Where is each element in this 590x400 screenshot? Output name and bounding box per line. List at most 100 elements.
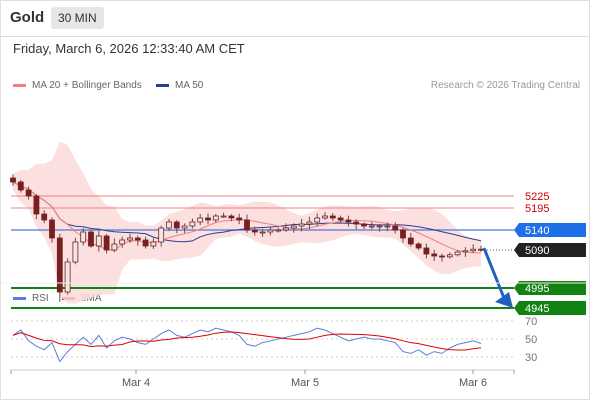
candle-body — [88, 231, 94, 247]
level-label-4995: 4995 — [525, 283, 549, 295]
candle — [353, 219, 360, 230]
candle-body — [33, 195, 40, 215]
candle — [244, 214, 250, 233]
candle-body — [470, 248, 477, 252]
candle-body — [150, 241, 157, 247]
ma50-swatch — [156, 84, 169, 87]
symbol-title: Gold — [10, 9, 45, 26]
candle-body — [142, 239, 149, 247]
level-tag-bg — [514, 223, 586, 237]
candle — [49, 217, 55, 243]
candle-body — [189, 221, 196, 227]
x-tick-label: Mar 4 — [122, 377, 150, 389]
legend-label: 9MA — [81, 293, 102, 304]
candle — [127, 233, 133, 243]
candle-body — [251, 229, 258, 233]
candle-body — [181, 225, 188, 229]
legend-rsi: RSI — [13, 293, 49, 304]
candle-body — [158, 227, 165, 243]
candle — [290, 223, 297, 233]
candle — [470, 244, 477, 253]
level-label-5195: 5195 — [525, 203, 549, 215]
candle-body — [314, 217, 321, 223]
candle — [150, 238, 157, 249]
legend-label: MA 50 — [175, 80, 204, 91]
candle-body — [197, 217, 204, 223]
candle-body — [462, 250, 469, 253]
research-credit: Research © 2026 Trading Central — [430, 80, 580, 91]
legend-ma20-bollinger: MA 20 + Bollinger Bands — [13, 80, 142, 91]
candle — [384, 222, 391, 232]
candle — [25, 186, 32, 200]
candle — [220, 212, 227, 218]
candle — [431, 249, 438, 262]
candle — [80, 228, 87, 246]
candle — [368, 222, 375, 230]
candle — [236, 213, 243, 225]
candle-body — [415, 243, 422, 249]
candle-body — [103, 235, 110, 251]
x-tick-label: Mar 5 — [291, 377, 319, 389]
candle — [361, 222, 367, 230]
candle-body — [173, 221, 180, 229]
ma20-swatch — [13, 84, 26, 87]
candle — [158, 225, 165, 247]
candle — [275, 227, 282, 233]
legend-label: MA 20 + Bollinger Bands — [32, 80, 142, 91]
candle — [56, 233, 63, 302]
candle — [322, 212, 328, 220]
candle — [345, 215, 352, 227]
candle — [400, 227, 406, 243]
candle-body — [322, 215, 328, 219]
candle — [181, 223, 188, 234]
timestamp: Friday, March 6, 2026 12:33:40 AM CET — [13, 41, 245, 56]
candle — [212, 213, 219, 223]
candle — [283, 223, 289, 233]
candle-body — [49, 219, 55, 239]
candle — [111, 238, 118, 253]
candle — [423, 243, 430, 259]
level-tag-bg — [514, 243, 586, 257]
candle — [267, 226, 274, 236]
candle-body — [439, 255, 445, 258]
candle-body — [95, 235, 102, 247]
candle — [298, 218, 305, 232]
candle-body — [407, 237, 414, 245]
candle — [119, 236, 126, 248]
x-tick-label: Mar 6 — [459, 377, 487, 389]
rsi-swatch — [13, 297, 26, 300]
candle-body — [259, 231, 266, 234]
candle — [439, 253, 445, 262]
candle-body — [10, 177, 16, 183]
candle-body — [134, 237, 141, 241]
candle-body — [25, 189, 32, 197]
level-tag-bg — [514, 301, 586, 315]
candle-body — [41, 213, 48, 221]
candle — [88, 229, 94, 248]
candle — [306, 216, 313, 230]
candle — [134, 235, 141, 246]
candle — [197, 213, 204, 226]
legend-ma50: MA 50 — [156, 80, 203, 91]
candle-body — [236, 217, 243, 221]
candle-body — [290, 225, 297, 229]
candle — [103, 233, 110, 254]
candle-body — [72, 241, 79, 263]
candle-body — [478, 248, 484, 251]
candle-body — [111, 243, 118, 251]
candle — [259, 228, 266, 237]
candle-body — [384, 225, 391, 228]
candle-body — [431, 253, 438, 257]
timeframe-button[interactable]: 30 MIN — [51, 7, 104, 29]
candle — [10, 174, 16, 186]
candle-body — [80, 231, 87, 243]
candle-body — [283, 227, 289, 231]
candle-body — [361, 223, 367, 227]
candle — [205, 213, 211, 225]
candle-body — [64, 261, 71, 293]
candle-body — [446, 254, 453, 258]
candle-body — [376, 225, 383, 228]
candle — [329, 213, 336, 222]
candle — [17, 179, 24, 193]
